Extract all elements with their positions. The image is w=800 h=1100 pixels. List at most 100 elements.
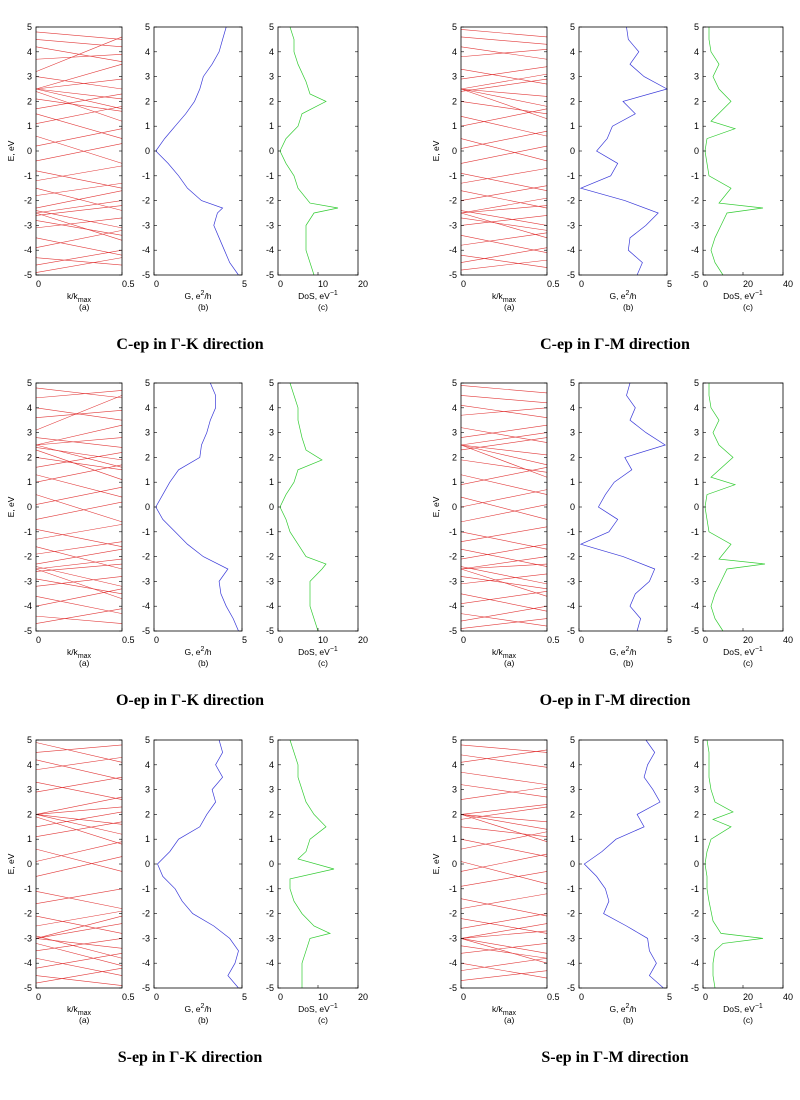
y-tick-label: -1	[567, 527, 575, 537]
band-line	[460, 395, 548, 404]
x-tick-label: 5	[242, 992, 247, 1002]
label-part: G, e	[609, 1004, 625, 1014]
y-tick-label: -4	[567, 958, 575, 968]
y-tick-label: -4	[142, 601, 150, 611]
band-line	[35, 943, 123, 966]
x-tick-label: 0	[278, 279, 283, 289]
band-line	[460, 173, 548, 191]
y-tick-label: 2	[570, 96, 575, 106]
band-line	[460, 970, 548, 981]
y-tick-label: 0	[570, 146, 575, 156]
y-tick-label: -1	[567, 171, 575, 181]
conductance-line	[155, 382, 239, 632]
x-tick-label: 10	[318, 992, 328, 1002]
y-tick-label: -3	[266, 576, 274, 586]
band-line	[460, 918, 548, 934]
x-tick-label: 40	[783, 635, 793, 645]
panel-sub-label: (b)	[623, 658, 634, 668]
y-tick-label: 5	[269, 22, 274, 32]
y-tick-label: -4	[691, 958, 699, 968]
y-tick-label: -4	[266, 601, 274, 611]
band-line	[460, 913, 548, 929]
y-tick-label: 2	[27, 809, 32, 819]
band-line	[460, 115, 548, 137]
y-tick-label: -3	[691, 220, 699, 230]
band-line	[35, 76, 123, 90]
y-tick-label: 3	[694, 785, 699, 795]
y-tick-label: 1	[27, 121, 32, 131]
y-tick-label: -3	[567, 576, 575, 586]
y-tick-label: -5	[142, 983, 150, 993]
y-tick-label: 2	[694, 809, 699, 819]
chart-block-cep_gm: 5 4 3 2 1 0 -1 -2 -3 -4 -5 0 0.5 k/kmax(a) 5 4 3 2 1 0 -1 -2 -…	[431, 22, 793, 353]
y-tick-label: -2	[567, 196, 575, 206]
label-part: k/k	[492, 647, 504, 657]
y-tick-label: 4	[145, 403, 150, 413]
figure-caption: C-ep in Γ-K direction	[116, 336, 263, 353]
y-tick-label: -5	[449, 626, 457, 636]
band-line	[35, 938, 123, 952]
band-line	[35, 135, 123, 164]
band-line	[35, 91, 123, 122]
band-line	[460, 826, 548, 838]
band-line	[460, 893, 548, 909]
figure-caption: C-ep in Γ-M direction	[540, 336, 690, 353]
band-line	[460, 190, 548, 209]
x-tick-label: 20	[743, 635, 753, 645]
y-tick-label: 2	[269, 452, 274, 462]
y-tick-label: 5	[269, 735, 274, 745]
x-axis-label: DoS, eV−1	[298, 646, 338, 657]
y-tick-label: -5	[567, 983, 575, 993]
dos-line	[279, 26, 339, 276]
panel-sub-label: (a)	[504, 1015, 515, 1025]
label-part: DoS, eV	[298, 1004, 330, 1014]
band-line	[460, 938, 548, 954]
label-sup: −1	[330, 1003, 338, 1010]
y-tick-label: 4	[694, 760, 699, 770]
band-line	[35, 576, 123, 587]
y-tick-label: 3	[27, 428, 32, 438]
y-tick-label: -2	[24, 196, 32, 206]
y-axis-label: E, eV	[6, 140, 16, 161]
band-line	[35, 935, 123, 959]
x-tick-label: 0.5	[547, 635, 560, 645]
band-line	[35, 53, 123, 60]
y-tick-label: -4	[691, 601, 699, 611]
x-tick-label: 0	[154, 635, 159, 645]
x-tick-label: 0	[154, 279, 159, 289]
band-line	[35, 501, 123, 520]
figure-caption: O-ep in Γ-M direction	[540, 692, 691, 709]
x-axis-label: G, e2/h	[184, 646, 211, 657]
y-tick-label: 3	[269, 785, 274, 795]
dos-line	[704, 27, 764, 276]
y-tick-label: -3	[449, 220, 457, 230]
band-line	[460, 957, 548, 971]
band-line	[35, 98, 123, 112]
band-line	[460, 427, 548, 443]
y-tick-label: -3	[24, 220, 32, 230]
band-line	[460, 814, 548, 842]
x-tick-label: 20	[358, 992, 368, 1002]
band-line	[35, 437, 123, 448]
y-tick-label: -5	[567, 270, 575, 280]
band-line	[460, 444, 548, 466]
figure-caption: S-ep in Γ-K direction	[118, 1049, 263, 1066]
y-tick-label: 0	[27, 859, 32, 869]
y-tick-label: -3	[266, 933, 274, 943]
band-line	[460, 943, 548, 954]
label-sup: −1	[330, 290, 338, 297]
y-tick-label: 4	[570, 403, 575, 413]
y-tick-label: -4	[142, 245, 150, 255]
band-line	[35, 212, 123, 241]
band-line	[35, 447, 123, 461]
conductance-line	[579, 26, 668, 276]
band-line	[460, 254, 548, 268]
band-line	[35, 957, 123, 976]
y-tick-label: 4	[269, 47, 274, 57]
band-line	[460, 566, 548, 585]
y-tick-label: 0	[570, 502, 575, 512]
conductance-line	[155, 26, 239, 276]
conductance-line	[157, 739, 239, 989]
panel-frame	[578, 26, 668, 276]
